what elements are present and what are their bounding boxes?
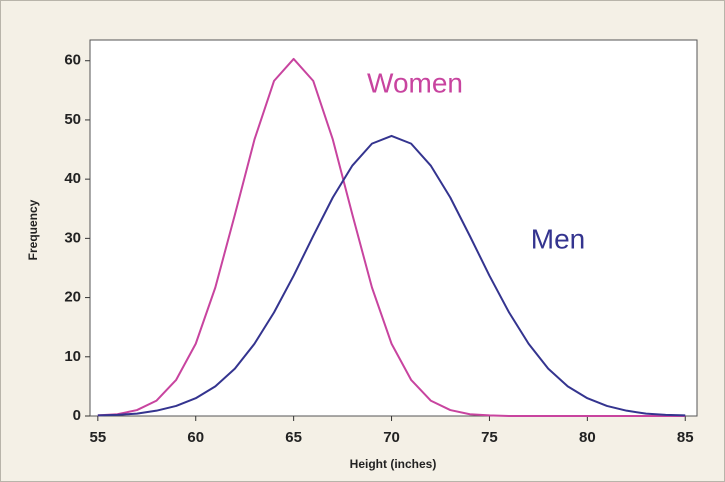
- y-tick-label: 0: [73, 407, 81, 424]
- y-tick-label: 40: [64, 170, 81, 187]
- x-tick-label: 75: [481, 429, 498, 446]
- y-tick-label: 20: [64, 289, 81, 306]
- x-axis-label: Height (inches): [350, 457, 437, 471]
- y-tick-label: 50: [64, 111, 81, 128]
- x-tick-label: 55: [89, 429, 106, 446]
- annotation: Women: [367, 67, 463, 98]
- x-tick-label: 85: [677, 429, 694, 446]
- x-tick-label: 70: [383, 429, 400, 446]
- line: [97, 57, 686, 417]
- y-axis-label: Frequency: [26, 199, 40, 260]
- line: [97, 134, 686, 417]
- y-tick-label: 60: [64, 52, 81, 69]
- y-tick-label: 30: [64, 229, 81, 246]
- x-tick-label: 65: [285, 429, 302, 446]
- y-tick-label: 10: [64, 348, 81, 365]
- x-tick-label: 60: [187, 429, 204, 446]
- x-tick-label: 80: [579, 429, 596, 446]
- annotation: Men: [531, 223, 585, 254]
